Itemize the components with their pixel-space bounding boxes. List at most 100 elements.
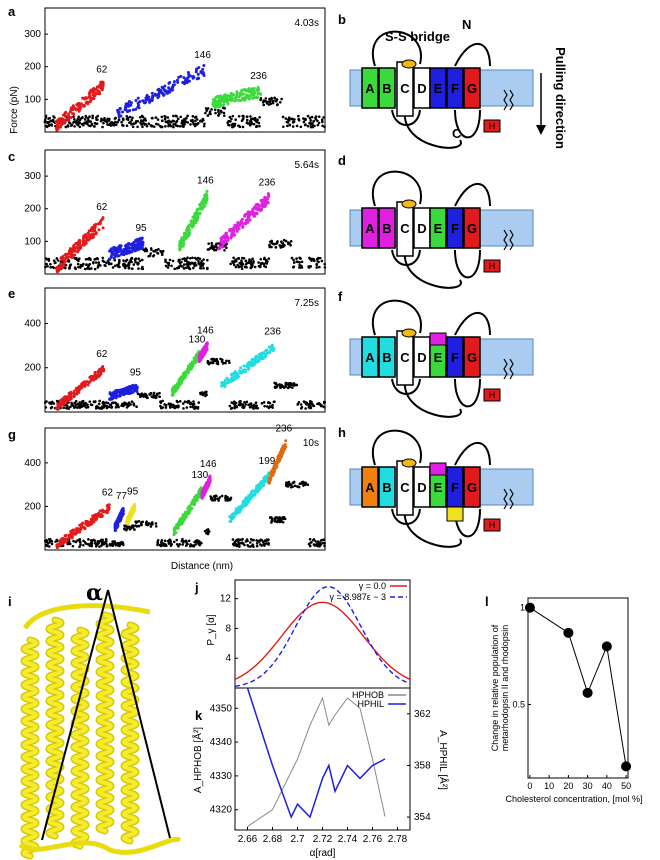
noise-point bbox=[122, 264, 126, 268]
noise-point bbox=[275, 520, 279, 524]
noise-point bbox=[241, 403, 245, 407]
noise-point bbox=[233, 259, 237, 263]
c-tail bbox=[403, 508, 462, 548]
segment-point bbox=[184, 511, 188, 515]
segment-point bbox=[268, 351, 272, 355]
segment-point bbox=[183, 237, 187, 241]
noise-point bbox=[289, 239, 293, 243]
noise-point bbox=[234, 539, 238, 542]
noise-point bbox=[240, 267, 244, 271]
noise-point bbox=[90, 403, 94, 407]
ytick-label-left: 4320 bbox=[210, 805, 233, 816]
noise-point bbox=[287, 386, 291, 389]
noise-point bbox=[197, 401, 201, 404]
noise-point bbox=[191, 262, 195, 265]
lipid-anchor bbox=[503, 488, 514, 510]
segment-point bbox=[280, 447, 284, 451]
noise-point bbox=[158, 543, 162, 547]
helix-A bbox=[361, 336, 379, 378]
segment-label: 236 bbox=[275, 423, 292, 434]
noise-point bbox=[222, 111, 226, 115]
noise-point bbox=[274, 99, 277, 102]
series-line bbox=[234, 601, 411, 681]
segment-point bbox=[167, 81, 171, 85]
noise-point bbox=[249, 262, 253, 265]
noise-point bbox=[246, 543, 249, 547]
segment-point bbox=[201, 353, 205, 357]
noise-point bbox=[45, 539, 48, 542]
noise-point bbox=[205, 390, 208, 394]
loop-top bbox=[454, 42, 491, 67]
segment-point bbox=[232, 226, 236, 230]
ytick-label: 200 bbox=[24, 62, 41, 73]
segment-point bbox=[135, 244, 139, 248]
noise-point bbox=[225, 359, 228, 363]
noise-point bbox=[156, 118, 160, 121]
segment-point bbox=[213, 98, 217, 102]
segment-point bbox=[187, 367, 191, 371]
noise-point bbox=[304, 481, 307, 485]
noise-point bbox=[323, 262, 327, 266]
segment-point bbox=[202, 490, 206, 494]
noise-point bbox=[166, 121, 170, 125]
axis-line bbox=[41, 589, 109, 841]
segment-point bbox=[175, 78, 179, 82]
noise-point bbox=[278, 520, 282, 524]
noise-point bbox=[316, 257, 320, 261]
noise-point bbox=[48, 123, 51, 127]
helix-B bbox=[378, 207, 396, 249]
segment-point bbox=[72, 395, 76, 399]
noise-point bbox=[256, 406, 260, 410]
noise-point bbox=[186, 121, 190, 124]
segment-point bbox=[135, 390, 139, 394]
time-label: 10s bbox=[303, 438, 319, 449]
noise-point bbox=[107, 405, 111, 409]
segment-point bbox=[217, 103, 221, 107]
helix-E bbox=[429, 207, 447, 249]
noise-point bbox=[249, 545, 252, 548]
noise-point bbox=[275, 385, 278, 389]
segment-point bbox=[116, 518, 120, 522]
helix-F bbox=[446, 336, 464, 378]
segment-point bbox=[220, 244, 224, 248]
segment-point bbox=[63, 257, 67, 261]
segment-point bbox=[267, 345, 271, 349]
noise-point bbox=[135, 525, 139, 528]
noise-point bbox=[308, 542, 312, 545]
noise-point bbox=[307, 405, 311, 409]
segment-point bbox=[93, 228, 97, 232]
segment-label: 199 bbox=[259, 456, 276, 467]
panel-label-h: h bbox=[338, 425, 346, 440]
noise-point bbox=[236, 263, 239, 267]
segment-point bbox=[127, 391, 131, 395]
segment-point bbox=[132, 506, 136, 510]
noise-point bbox=[178, 125, 182, 128]
noise-point bbox=[282, 238, 286, 242]
noise-point bbox=[100, 542, 104, 545]
noise-point bbox=[166, 116, 170, 119]
segment-point bbox=[185, 232, 189, 236]
noise-point bbox=[280, 517, 284, 520]
segment-point bbox=[198, 211, 202, 215]
noise-point bbox=[169, 124, 173, 128]
segment-point bbox=[176, 386, 180, 390]
noise-point bbox=[114, 116, 117, 120]
noise-point bbox=[241, 542, 244, 545]
segment-point bbox=[67, 252, 71, 256]
segment-point bbox=[211, 101, 215, 105]
noise-point bbox=[135, 521, 138, 524]
segment-point bbox=[55, 270, 59, 274]
noise-point bbox=[287, 116, 291, 120]
noise-point bbox=[298, 263, 301, 267]
noise-point bbox=[88, 400, 92, 403]
noise-point bbox=[317, 115, 321, 118]
segment-point bbox=[133, 243, 137, 247]
ytick-label-right: 358 bbox=[414, 760, 431, 771]
noise-point bbox=[290, 256, 294, 260]
segment-point bbox=[131, 246, 135, 250]
noise-point bbox=[104, 537, 108, 541]
noise-point bbox=[258, 265, 262, 268]
noise-point bbox=[231, 538, 235, 541]
segment-point bbox=[139, 241, 143, 245]
